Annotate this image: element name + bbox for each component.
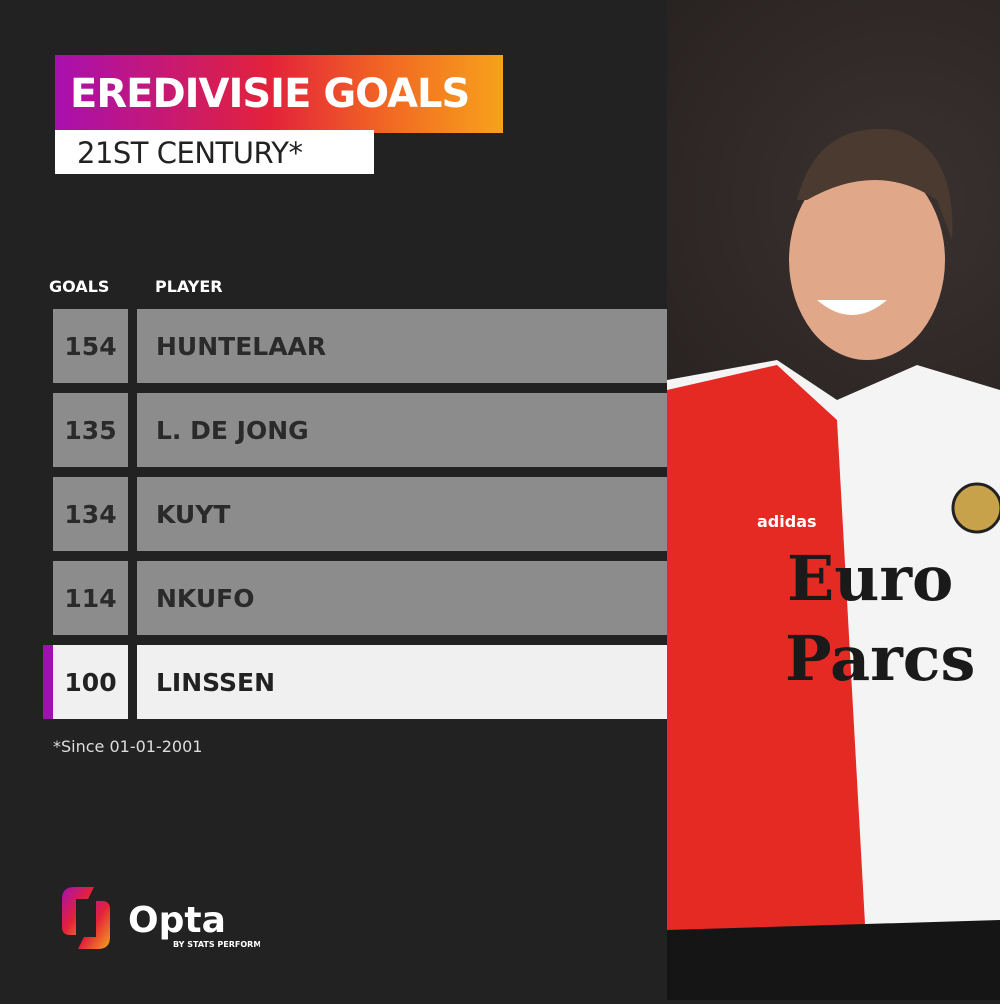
player-photo: Euro Parcs adidas (667, 0, 1000, 1000)
table-row-highlighted: 100 LINSSEN (43, 645, 667, 719)
opta-logo: Opta BY STATS PERFORM (60, 885, 261, 959)
kit-brand-logo: adidas (757, 512, 817, 531)
opta-logo-icon: Opta BY STATS PERFORM (62, 887, 261, 949)
goals-cell: 135 (53, 393, 128, 467)
player-cell: HUNTELAAR (137, 309, 667, 383)
player-cell: LINSSEN (137, 645, 667, 719)
player-cell: NKUFO (137, 561, 667, 635)
column-header-player: PLAYER (155, 277, 223, 296)
page-title: EREDIVISIE GOALS (55, 55, 503, 133)
player-cell: KUYT (137, 477, 667, 551)
highlight-accent-bar (43, 645, 53, 719)
footnote: *Since 01-01-2001 (53, 737, 203, 756)
table-row: 114 NKUFO (43, 561, 667, 635)
table-row: 154 HUNTELAAR (43, 309, 667, 383)
page-subtitle: 21ST CENTURY* (55, 130, 374, 174)
brand-name: Opta (128, 900, 226, 941)
goals-cell: 100 (53, 645, 128, 719)
column-header-goals: GOALS (49, 277, 110, 296)
brand-tagline: BY STATS PERFORM (173, 940, 260, 949)
shirt-sponsor-line2: Parcs (785, 622, 975, 695)
table-row: 135 L. DE JONG (43, 393, 667, 467)
table-row: 134 KUYT (43, 477, 667, 551)
shirt-sponsor-line1: Euro (787, 542, 953, 615)
goals-cell: 134 (53, 477, 128, 551)
player-illustration: Euro Parcs adidas (667, 128, 1000, 1000)
player-cell: L. DE JONG (137, 393, 667, 467)
goals-cell: 114 (53, 561, 128, 635)
goals-cell: 154 (53, 309, 128, 383)
club-crest-icon (951, 482, 1000, 534)
